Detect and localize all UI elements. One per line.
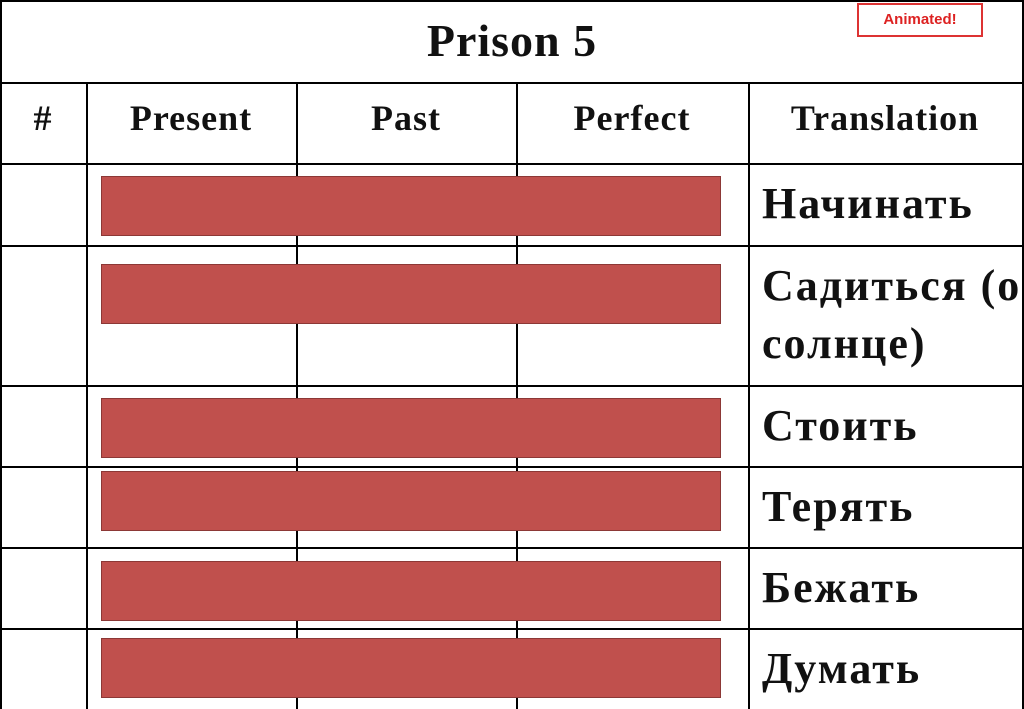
- header-cell: Past: [371, 98, 441, 138]
- row-line: [0, 628, 1024, 630]
- answer-cover: [101, 264, 721, 324]
- translation: Бежать: [762, 562, 921, 612]
- row-line: [0, 163, 1024, 165]
- column-line: [86, 82, 88, 709]
- answer-cover: [101, 471, 721, 531]
- animated-badge: Animated!: [857, 3, 983, 37]
- translation: Терять: [762, 481, 915, 531]
- header-cell: Perfect: [573, 98, 691, 138]
- translation: Начинать: [762, 179, 974, 228]
- row-line: [0, 547, 1024, 549]
- row-line: [0, 385, 1024, 387]
- translation: Думать: [762, 643, 922, 693]
- answer-cover: [101, 638, 721, 698]
- row-line: [0, 466, 1024, 468]
- translation: Стоить: [762, 400, 919, 450]
- border: [1022, 0, 1024, 709]
- border: [0, 0, 1024, 2]
- translation: Садиться (о солнце): [762, 261, 1022, 368]
- answer-cover: [101, 561, 721, 621]
- header-cell: Present: [129, 98, 253, 138]
- header-cell: #: [33, 98, 53, 138]
- column-line: [296, 82, 298, 709]
- answer-cover: [101, 176, 721, 236]
- row-line: [0, 245, 1024, 247]
- column-line: [516, 82, 518, 709]
- column-line: [748, 82, 750, 709]
- border: [0, 0, 2, 709]
- answer-cover: [101, 398, 721, 458]
- header-cell: Translation: [790, 98, 980, 138]
- title: Prison 5: [426, 15, 598, 66]
- row-line: [0, 82, 1024, 84]
